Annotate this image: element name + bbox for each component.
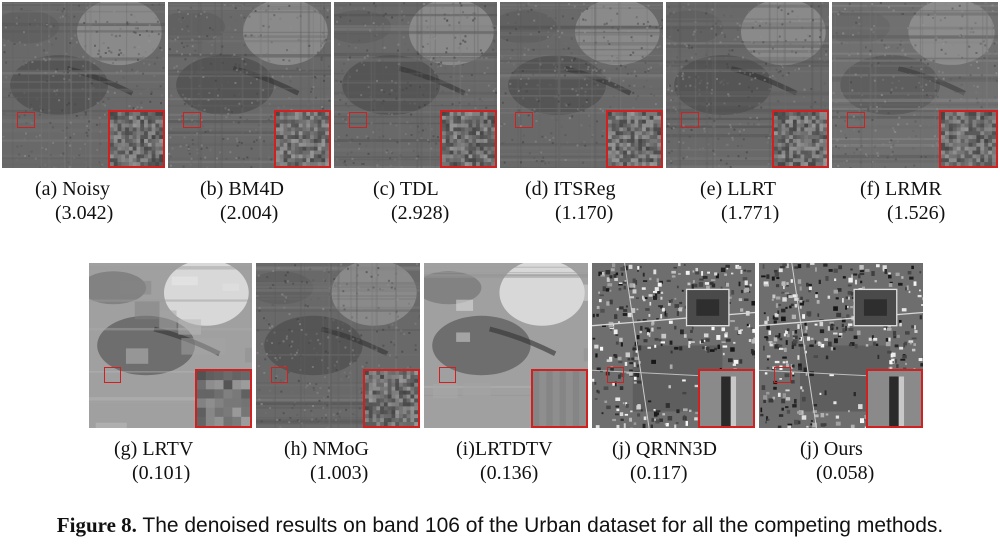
caption-j: (j) QRNN3D (0.117)	[612, 437, 717, 485]
panel-b-bm4d	[168, 2, 331, 168]
caption-f: (f) LRMR (1.526)	[860, 177, 945, 225]
panel-f-lrmr	[832, 2, 998, 168]
panel-j-zoom-picture	[700, 371, 753, 426]
panel-g-roi-box	[104, 367, 121, 383]
panel-d-roi-box	[515, 112, 533, 128]
panel-c-zoom-inset	[440, 110, 497, 168]
panel-c-image	[334, 2, 497, 168]
caption-d-score: (1.170)	[555, 202, 614, 224]
panel-h-roi-box	[271, 367, 288, 383]
caption-e-label: (e) LLRT	[700, 178, 776, 200]
panel-e-zoom-picture	[774, 112, 827, 166]
panel-e-zoom-inset	[772, 110, 829, 168]
panel-e-roi-box	[681, 112, 699, 128]
panel-c-zoom-picture	[442, 112, 495, 166]
panel-g-lrtv	[89, 263, 252, 428]
panel-b-image	[168, 2, 331, 168]
caption-g-score: (0.101)	[132, 462, 191, 484]
panel-a-picture	[2, 2, 165, 168]
caption-h-label: (h) NMoG	[284, 438, 369, 460]
panel-c-tdl	[334, 2, 497, 168]
caption-c: (c) TDL (2.928)	[373, 177, 449, 225]
panel-j-picture	[592, 263, 755, 428]
figure-caption: Figure 8. The denoised results on band 1…	[0, 513, 1000, 538]
panel-b-picture	[168, 2, 331, 168]
panel-j-zoom-inset	[698, 369, 755, 428]
caption-d-label: (d) ITSReg	[525, 178, 616, 200]
panel-a-zoom-picture	[110, 112, 163, 166]
caption-d: (d) ITSReg (1.170)	[525, 177, 616, 225]
panel-h-nmog	[256, 263, 420, 428]
caption-a: (a) Noisy (3.042)	[35, 177, 113, 225]
panel-j-image	[592, 263, 755, 428]
panel-a-noisy	[2, 2, 165, 168]
caption-j-label: (j) QRNN3D	[612, 438, 717, 460]
panel-k-zoom-inset	[866, 369, 923, 428]
caption-b-score: (2.004)	[220, 202, 279, 224]
panel-d-itsreg	[500, 2, 663, 168]
caption-k-score: (0.058)	[816, 462, 875, 484]
caption-h-score: (1.003)	[310, 462, 369, 484]
caption-g-label: (g) LRTV	[114, 438, 194, 460]
panel-i-roi-box	[439, 367, 456, 383]
caption-g: (g) LRTV (0.101)	[114, 437, 193, 485]
panel-k-picture	[759, 263, 923, 428]
panel-i-lrtdtv	[424, 263, 588, 428]
caption-f-label: (f) LRMR	[860, 178, 942, 200]
panel-d-zoom-inset	[606, 110, 663, 168]
panel-k-roi-box	[774, 367, 791, 383]
panel-a-image	[2, 2, 165, 168]
panel-a-zoom-inset	[108, 110, 165, 168]
panel-c-picture	[334, 2, 497, 168]
panel-e-llrt	[666, 2, 829, 168]
caption-c-label: (c) TDL	[373, 178, 439, 200]
panel-f-zoom-inset	[939, 110, 998, 168]
caption-b: (b) BM4D (2.004)	[200, 177, 284, 225]
figure-caption-label: Figure 8.	[56, 513, 137, 537]
panel-b-zoom-inset	[274, 110, 331, 168]
caption-k-label: (j) Ours	[800, 438, 863, 460]
panel-i-zoom-inset	[531, 369, 588, 428]
caption-i: (i)LRTDTV (0.136)	[456, 437, 553, 485]
panel-g-zoom-inset	[195, 369, 252, 428]
panel-f-roi-box	[847, 112, 865, 128]
panel-b-roi-box	[183, 112, 201, 128]
panel-i-zoom-picture	[533, 371, 586, 426]
panel-f-zoom-picture	[941, 112, 996, 166]
caption-f-score: (1.526)	[887, 202, 946, 224]
panel-c-roi-box	[349, 112, 367, 128]
caption-i-label: (i)LRTDTV	[456, 438, 553, 460]
caption-j-score: (0.117)	[630, 462, 688, 484]
panel-k-ours	[759, 263, 923, 428]
panel-g-zoom-picture	[197, 371, 250, 426]
caption-c-score: (2.928)	[391, 202, 450, 224]
panel-b-zoom-picture	[276, 112, 329, 166]
caption-k: (j) Ours (0.058)	[800, 437, 874, 485]
caption-a-label: (a) Noisy	[35, 178, 110, 200]
caption-a-score: (3.042)	[55, 202, 114, 224]
caption-h: (h) NMoG (1.003)	[284, 437, 369, 485]
panel-d-zoom-picture	[608, 112, 661, 166]
panel-k-zoom-picture	[868, 371, 921, 426]
panel-e-image	[666, 2, 829, 168]
caption-i-score: (0.136)	[480, 462, 539, 484]
panel-j-qrnn3d	[592, 263, 755, 428]
panel-a-roi-box	[17, 112, 35, 128]
figure-caption-text: The denoised results on band 106 of the …	[136, 514, 944, 537]
panel-k-image	[759, 263, 923, 428]
panel-e-picture	[666, 2, 829, 168]
caption-b-label: (b) BM4D	[200, 178, 284, 200]
panel-h-zoom-inset	[363, 369, 420, 428]
caption-e-score: (1.771)	[721, 202, 780, 224]
caption-e: (e) LLRT (1.771)	[700, 177, 779, 225]
panel-j-roi-box	[607, 367, 624, 383]
panel-h-zoom-picture	[365, 371, 418, 426]
